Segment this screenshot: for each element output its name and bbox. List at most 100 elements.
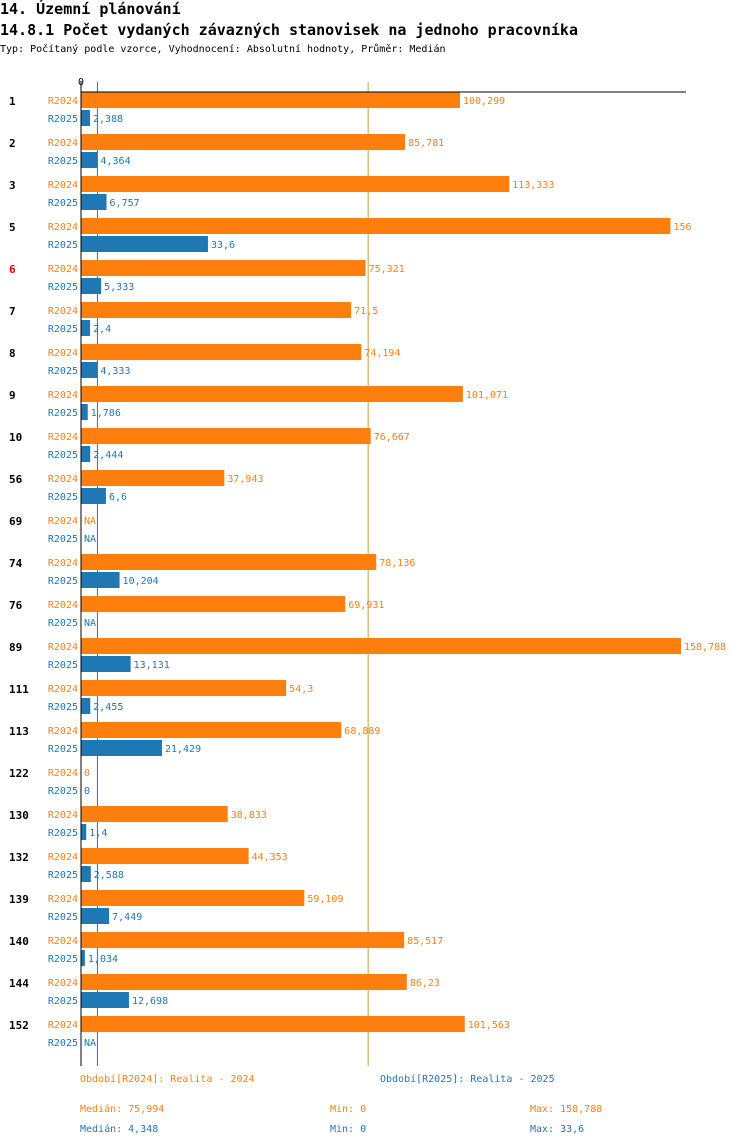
data-label: 37,943 <box>227 474 263 485</box>
bar-r2025 <box>81 110 91 126</box>
category-label: 8 <box>9 347 16 360</box>
data-label: 6,757 <box>110 198 140 209</box>
bar-r2024 <box>81 680 287 696</box>
data-label: 85,517 <box>407 936 443 947</box>
data-label: 75,321 <box>369 264 405 275</box>
category-label: 132 <box>9 851 29 864</box>
bar-r2025 <box>81 950 85 966</box>
series-label: R2024 <box>48 96 78 107</box>
data-label: 44,353 <box>252 852 288 863</box>
bar-r2024 <box>81 890 305 906</box>
category-label: 144 <box>9 977 29 990</box>
data-label: 0 <box>84 768 90 779</box>
stat-r2024-max: Max: 158,788 <box>530 1104 603 1115</box>
bar-r2024 <box>81 260 366 276</box>
category-label: 10 <box>9 431 22 444</box>
data-label: 7,449 <box>112 912 142 923</box>
data-label: 21,429 <box>165 744 201 755</box>
series-label: R2025 <box>48 828 78 839</box>
stat-r2024-min: Min: 0 <box>330 1104 367 1115</box>
category-label: 2 <box>9 137 16 150</box>
bar-r2024 <box>81 848 249 864</box>
series-label: R2025 <box>48 996 78 1007</box>
bar-r2024 <box>81 1016 465 1032</box>
legend-r2025: Období[R2025]: Realita - 2025 <box>380 1074 555 1085</box>
bar-r2025 <box>81 278 102 294</box>
series-label: R2024 <box>48 306 78 317</box>
series-label: R2025 <box>48 408 78 419</box>
bar-r2024 <box>81 974 407 990</box>
bar-r2025 <box>81 908 110 924</box>
data-label: 86,23 <box>410 978 440 989</box>
category-label: 122 <box>9 767 29 780</box>
series-label: R2024 <box>48 894 78 905</box>
data-label: 5,333 <box>104 282 134 293</box>
series-label: R2025 <box>48 282 78 293</box>
bar-r2024 <box>81 722 342 738</box>
series-label: R2025 <box>48 492 78 503</box>
data-label: 2,388 <box>93 114 123 125</box>
bar-r2025 <box>81 992 129 1008</box>
data-label: 69,931 <box>348 600 384 611</box>
bar-r2025 <box>81 656 131 672</box>
data-label: 76,667 <box>374 432 410 443</box>
series-label: R2024 <box>48 600 78 611</box>
chart-title: 14.8.1 Počet vydaných závazných stanovis… <box>0 21 578 39</box>
bar-r2024 <box>81 428 371 444</box>
series-label: R2024 <box>48 138 78 149</box>
bar-r2025 <box>81 488 106 504</box>
series-label: R2025 <box>48 324 78 335</box>
data-label: 1,4 <box>89 828 107 839</box>
section-title: 14. Územní plánování <box>0 0 181 18</box>
series-label: R2025 <box>48 954 78 965</box>
data-label: 85,781 <box>408 138 444 149</box>
category-label: 140 <box>9 935 29 948</box>
data-label: 6,6 <box>109 492 127 503</box>
series-label: R2024 <box>48 936 78 947</box>
data-label: 158,788 <box>684 642 726 653</box>
series-label: R2024 <box>48 432 78 443</box>
category-label: 152 <box>9 1019 29 1032</box>
data-label: 13,131 <box>134 660 170 671</box>
bar-r2024 <box>81 386 463 402</box>
data-label: 54,3 <box>289 684 313 695</box>
data-label: 2,455 <box>93 702 123 713</box>
category-label: 69 <box>9 515 22 528</box>
bar-r2024 <box>81 638 681 654</box>
bar-r2025 <box>81 194 107 210</box>
bar-r2024 <box>81 932 405 948</box>
series-label: R2024 <box>48 1020 78 1031</box>
bar-r2024 <box>81 470 225 486</box>
bar-r2024 <box>81 806 228 822</box>
category-label: 9 <box>9 389 16 402</box>
data-label: 68,889 <box>344 726 380 737</box>
bar-r2024 <box>81 344 362 360</box>
series-label: R2025 <box>48 156 78 167</box>
series-label: R2025 <box>48 240 78 251</box>
bar-r2024 <box>81 218 671 234</box>
category-label: 130 <box>9 809 29 822</box>
series-label: R2025 <box>48 786 78 797</box>
category-label: 3 <box>9 179 16 192</box>
series-label: R2025 <box>48 912 78 923</box>
series-label: R2025 <box>48 702 78 713</box>
bar-r2024 <box>81 134 406 150</box>
bar-r2024 <box>81 92 460 108</box>
data-label: 100,299 <box>463 96 505 107</box>
series-label: R2024 <box>48 474 78 485</box>
data-label: 156 <box>673 222 691 233</box>
bar-chart: 1 R2024 100,299 R2025 2,388 2 R2024 85,781 R2025… <box>9 77 726 1066</box>
bar-r2025 <box>81 320 91 336</box>
category-label: 1 <box>9 95 16 108</box>
data-label: 2,588 <box>94 870 124 881</box>
bar-r2025 <box>81 572 120 588</box>
category-label: 113 <box>9 725 29 738</box>
data-label: 113,333 <box>512 180 554 191</box>
series-label: R2024 <box>48 390 78 401</box>
data-label: 4,333 <box>100 366 130 377</box>
series-label: R2024 <box>48 726 78 737</box>
series-label: R2024 <box>48 852 78 863</box>
data-label: 10,204 <box>123 576 159 587</box>
category-label: 5 <box>9 221 16 234</box>
series-label: R2024 <box>48 684 78 695</box>
